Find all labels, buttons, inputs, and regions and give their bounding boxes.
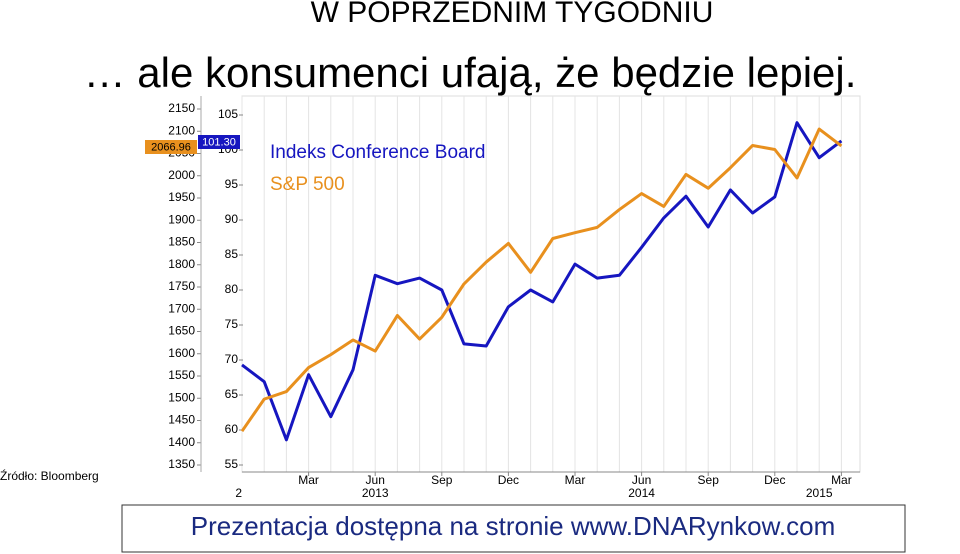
x-tick-label: Jun bbox=[632, 473, 651, 487]
y-tick-label: 1950 bbox=[168, 190, 195, 204]
x-tick-label: Sep bbox=[698, 473, 720, 487]
x-tick-label: Mar bbox=[298, 473, 319, 487]
y-tick-label: 2100 bbox=[168, 123, 195, 137]
plot-area bbox=[241, 95, 861, 473]
y2-tick-label: 105 bbox=[218, 107, 238, 121]
last-value-flag bbox=[145, 140, 197, 154]
x-year-label: 2013 bbox=[362, 486, 389, 500]
x-tick-label: Mar bbox=[565, 473, 586, 487]
y-tick-label: 1750 bbox=[168, 279, 195, 293]
x-tick-label: Mar bbox=[831, 473, 852, 487]
y-tick-label: 1350 bbox=[168, 457, 195, 471]
y2-tick-label: 90 bbox=[225, 212, 239, 226]
y-tick-label: 1400 bbox=[168, 435, 195, 449]
x-tick-label: Sep bbox=[431, 473, 453, 487]
y-tick-label: 1500 bbox=[168, 390, 195, 404]
y2-tick-label: 70 bbox=[225, 352, 239, 366]
y2-tick-label: 55 bbox=[225, 457, 239, 471]
last-value-label: 101.30 bbox=[202, 136, 236, 148]
legend-entry: S&P 500 bbox=[270, 174, 345, 195]
x-tick-label: Jun bbox=[366, 473, 385, 487]
series-line bbox=[241, 121, 843, 442]
y2-tick-label: 85 bbox=[225, 247, 239, 261]
y-tick-label: 1600 bbox=[168, 346, 195, 360]
y-tick-label: 1850 bbox=[168, 235, 195, 249]
y2-tick-label: 75 bbox=[225, 317, 239, 331]
source: Źródło: Bloomberg bbox=[0, 468, 99, 483]
y-tick-label: 2000 bbox=[168, 168, 195, 182]
y-tick-label: 1450 bbox=[168, 413, 195, 427]
footer: Prezentacja dostępna na stronie www.DNAR… bbox=[191, 511, 836, 541]
y-tick-label: 1900 bbox=[168, 212, 195, 226]
y2-tick-label: 95 bbox=[225, 177, 239, 191]
y-tick-label: 1550 bbox=[168, 368, 195, 382]
legend-entry: Indeks Conference Board bbox=[270, 142, 485, 163]
x-tick-label: Dec bbox=[764, 473, 785, 487]
slide-subtitle: … ale konsumenci ufają, że będzie lepiej… bbox=[84, 49, 857, 96]
footer-box bbox=[121, 504, 906, 553]
y-tick-label: 1800 bbox=[168, 257, 195, 271]
x-year-label: 2014 bbox=[628, 486, 655, 500]
y-tick-label: 2150 bbox=[168, 101, 195, 115]
y2-tick-label: 65 bbox=[225, 387, 239, 401]
last-value-label: 2066.96 bbox=[151, 141, 191, 153]
slide-title: W POPRZEDNIM TYGODNIU bbox=[311, 0, 714, 29]
x-tick-label: Dec bbox=[498, 473, 519, 487]
y2-tick-label: 80 bbox=[225, 282, 239, 296]
x-year-label: 2015 bbox=[806, 486, 833, 500]
series-line bbox=[240, 127, 843, 433]
last-value-flag bbox=[198, 135, 240, 149]
y-tick-label: 1700 bbox=[168, 301, 195, 315]
y-tick-label: 1650 bbox=[168, 324, 195, 338]
y2-tick-label: 60 bbox=[225, 422, 239, 436]
x-year-label: 2 bbox=[235, 486, 242, 500]
